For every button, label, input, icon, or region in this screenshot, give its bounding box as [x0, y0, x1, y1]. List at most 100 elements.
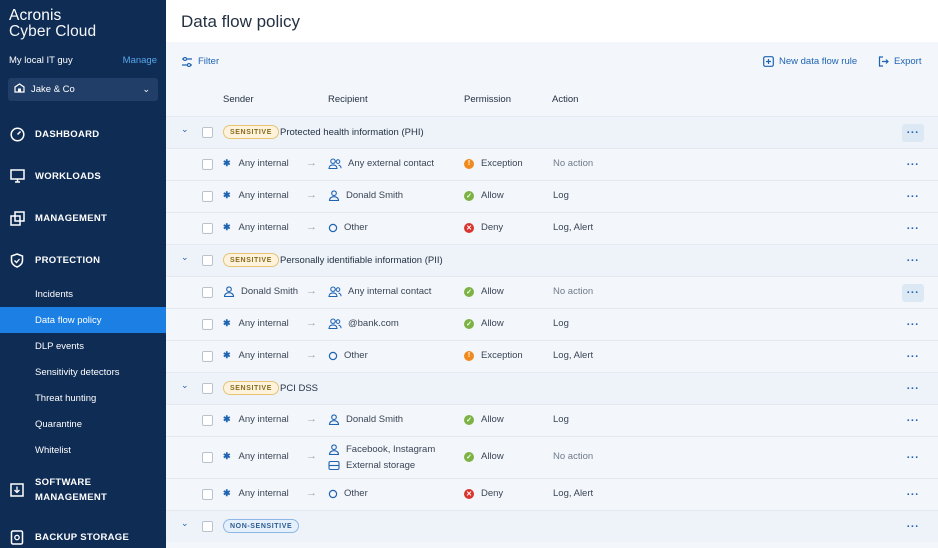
permission-cell: ! Exception [464, 158, 523, 169]
header-sender[interactable]: Sender [223, 94, 254, 105]
export-icon [878, 56, 889, 67]
people-icon [328, 318, 342, 329]
asterisk-icon: ✱ [223, 350, 231, 360]
sender-cell: ✱ Any internal [223, 318, 289, 329]
row-checkbox[interactable] [202, 521, 213, 532]
more-options-button[interactable]: ··· [906, 319, 920, 331]
nav-software-management[interactable]: SOFTWARE MANAGEMENT [0, 474, 166, 506]
row-checkbox[interactable] [202, 159, 213, 170]
group-row: ⌄ NON-SENSITIVE ··· [166, 510, 938, 542]
more-options-button[interactable]: ··· [906, 489, 920, 501]
permission-cell: ✕ Deny [464, 222, 503, 233]
action-cell: No action [553, 451, 594, 462]
people-icon [328, 158, 342, 169]
table-row[interactable]: ✱ Any internal → Donald Smith ✓ Allow Log ··· [166, 180, 938, 212]
action-cell: Log, Alert [553, 222, 594, 233]
header-action[interactable]: Action [552, 94, 579, 105]
new-rule-label: New data flow rule [779, 56, 858, 67]
group-title: Personally identifiable information (PII… [280, 255, 443, 266]
sender-cell: ✱ Any internal [223, 488, 289, 499]
nav-dashboard[interactable]: DASHBOARD [0, 125, 166, 143]
chevron-down-icon[interactable]: ⌄ [181, 518, 189, 528]
nav-backup-storage[interactable]: BACKUP STORAGE [0, 528, 166, 546]
toolbar: Filter New data flow rule Export [166, 42, 938, 84]
recipient-text: Donald Smith [346, 414, 404, 425]
permission-deny-icon: ✕ [464, 222, 474, 233]
more-options-button[interactable]: ··· [906, 415, 920, 427]
more-options-button[interactable]: ··· [902, 284, 924, 302]
asterisk-icon: ✱ [223, 222, 231, 232]
recipient-cell: Any internal contact [328, 286, 431, 297]
permission-cell: ✓ Allow [464, 414, 504, 425]
permission-cell: ! Exception [464, 350, 523, 361]
row-checkbox[interactable] [202, 191, 213, 202]
table-row[interactable]: ✱ Any internal → Other ✕ Deny Log, Alert ··· [166, 478, 938, 510]
more-options-button[interactable]: ··· [906, 452, 920, 464]
asterisk-icon: ✱ [223, 451, 231, 461]
nav-sub-quarantine[interactable]: Quarantine [35, 418, 83, 430]
monitor-icon [9, 168, 25, 184]
more-options-button[interactable]: ··· [906, 191, 920, 203]
nav-software-line1: SOFTWARE [35, 477, 92, 488]
row-checkbox[interactable] [202, 255, 213, 266]
nav-sub-dlp-events[interactable]: DLP events [35, 340, 84, 352]
more-options-button[interactable]: ··· [906, 351, 920, 363]
more-options-button[interactable]: ··· [902, 124, 924, 142]
group-title: PCI DSS [280, 383, 319, 394]
more-options-button[interactable]: ··· [906, 255, 920, 267]
sender-cell: ✱ Any internal [223, 350, 289, 361]
nav-management[interactable]: MANAGEMENT [0, 209, 166, 227]
arrow-right-icon: → [306, 221, 317, 233]
row-checkbox[interactable] [202, 287, 213, 298]
tenant-selector[interactable]: Jake & Co ⌄ [8, 78, 158, 101]
table-row[interactable]: ✱ Any internal → Other ✕ Deny Log, Alert ··· [166, 212, 938, 244]
main-area: Data flow policy Filter New data flow ru… [166, 0, 938, 548]
table-row[interactable]: ✱ Any internal → Any external contact! Excep… [166, 148, 938, 180]
row-checkbox[interactable] [202, 489, 213, 500]
arrow-right-icon: → [306, 189, 317, 201]
nav-protection[interactable]: PROTECTION [0, 251, 166, 269]
nav-workloads-label: WORKLOADS [35, 170, 102, 182]
sender-text: Any internal [238, 222, 289, 233]
table-row[interactable]: ✱ Any internal → @bank.com ✓ Allow Log ··· [166, 308, 938, 340]
permission-allow-icon: ✓ [464, 414, 474, 425]
row-checkbox[interactable] [202, 127, 213, 138]
new-rule-button[interactable]: New data flow rule [763, 56, 857, 67]
nav-sub-whitelist[interactable]: Whitelist [35, 444, 71, 456]
row-checkbox[interactable] [202, 223, 213, 234]
person-icon [328, 444, 340, 455]
row-checkbox[interactable] [202, 319, 213, 330]
table-row[interactable]: ✱ Any internal → Donald Smith ✓ Allow Log ··· [166, 404, 938, 436]
chevron-down-icon[interactable]: ⌄ [181, 380, 189, 390]
more-options-button[interactable]: ··· [906, 223, 920, 235]
export-button[interactable]: Export [878, 56, 921, 67]
more-options-button[interactable]: ··· [906, 383, 920, 395]
chevron-down-icon[interactable]: ⌄ [181, 252, 189, 262]
sender-text: Any internal [238, 158, 289, 169]
row-checkbox[interactable] [202, 383, 213, 394]
chevron-down-icon[interactable]: ⌄ [181, 124, 189, 134]
row-checkbox[interactable] [202, 351, 213, 362]
manage-link[interactable]: Manage [122, 55, 157, 66]
recipient-text: @bank.com [348, 318, 399, 329]
arrow-right-icon: → [306, 157, 317, 169]
recipient-cell: Donald Smith [328, 190, 403, 201]
table-row[interactable]: ✱ Any internal → Other! Exception Log, Alert ·… [166, 340, 938, 372]
row-checkbox[interactable] [202, 452, 213, 463]
nav-sub-data-flow-policy[interactable]: Data flow policy [0, 307, 166, 333]
nav-sub-incidents[interactable]: Incidents [35, 288, 74, 300]
header-permission[interactable]: Permission [464, 94, 511, 105]
more-options-button[interactable]: ··· [906, 159, 920, 171]
more-options-button[interactable]: ··· [906, 521, 920, 533]
asterisk-icon: ✱ [223, 414, 231, 424]
nav-workloads[interactable]: WORKLOADS [0, 167, 166, 185]
nav-sub-sensitivity-detectors[interactable]: Sensitivity detectors [35, 366, 120, 378]
action-cell: Log, Alert [553, 488, 594, 499]
header-recipient[interactable]: Recipient [328, 94, 368, 105]
filter-button[interactable]: Filter [181, 56, 219, 67]
table-row[interactable]: Donald Smith → Any internal contact ✓ Allow N… [166, 276, 938, 308]
table-row[interactable]: ✱ Any internal → Facebook, Instagram Externa… [166, 436, 938, 478]
nav-sub-threat-hunting[interactable]: Threat hunting [35, 392, 97, 404]
row-checkbox[interactable] [202, 415, 213, 426]
arrow-right-icon: → [306, 349, 317, 361]
